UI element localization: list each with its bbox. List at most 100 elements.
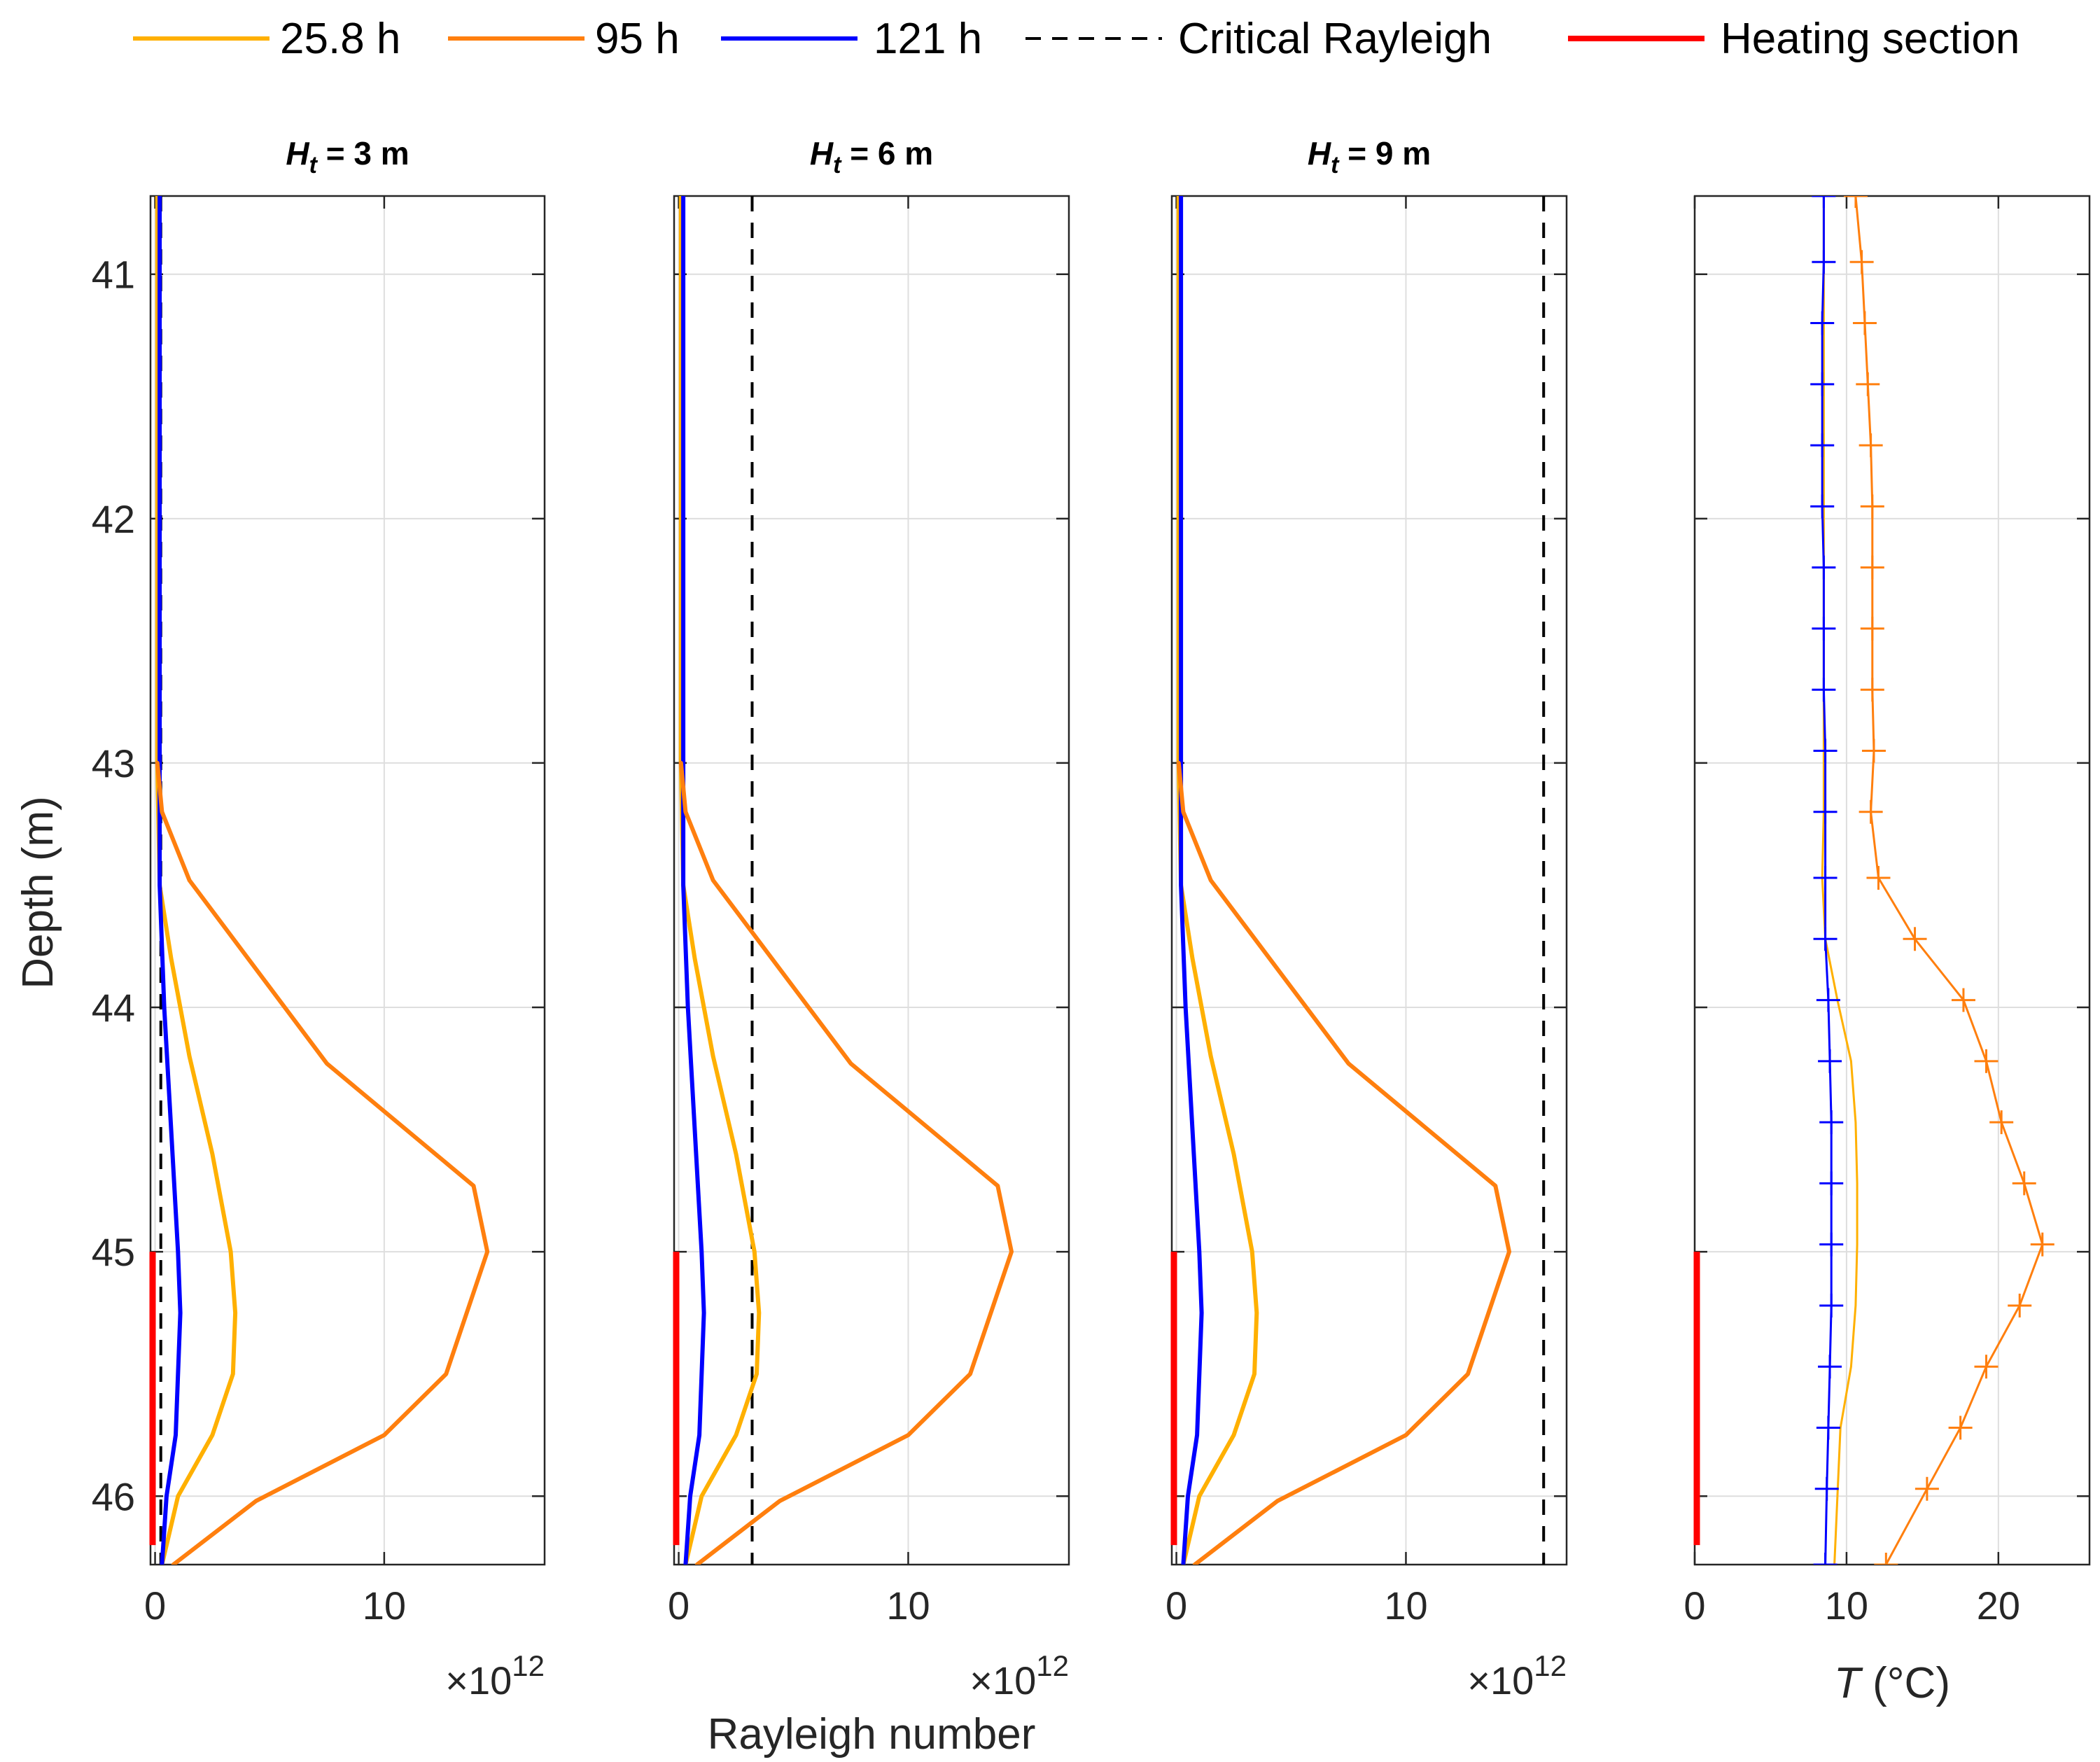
x-axis-label-rayleigh: Rayleigh number bbox=[708, 1710, 1036, 1758]
data-marker-121-h bbox=[1810, 311, 1835, 335]
legend-label-heating-section: Heating section bbox=[1721, 15, 2019, 63]
legend-entry-95h: 95 h bbox=[448, 15, 680, 63]
data-marker-121-h bbox=[1819, 1171, 1844, 1196]
series-line-25-8-h bbox=[1176, 196, 1259, 1565]
data-marker-121-h bbox=[1813, 927, 1837, 951]
data-marker-121-h bbox=[1810, 433, 1835, 458]
series-line-121-h bbox=[681, 196, 706, 1565]
panel-title-subscript: t bbox=[309, 152, 318, 179]
data-marker-121-h bbox=[1819, 1232, 1844, 1257]
panel-title-symbol: H bbox=[1308, 135, 1331, 172]
x-exponent-power: 12 bbox=[1534, 1649, 1567, 1682]
x-exponent-power: 12 bbox=[512, 1649, 545, 1682]
panel-2: 0 10 ×1012 Ht = 6 m bbox=[668, 135, 1070, 1702]
series-line-121-h bbox=[158, 196, 183, 1565]
x-tick-label: 10 bbox=[1384, 1583, 1427, 1628]
plot-area bbox=[1810, 196, 2054, 1565]
data-marker-95-h bbox=[1860, 555, 1884, 580]
data-marker-121-h bbox=[1813, 866, 1837, 890]
data-marker-95-h bbox=[1849, 250, 1874, 274]
data-marker-121-h bbox=[1812, 555, 1836, 580]
legend-entry-critical-rayleigh: Critical Rayleigh bbox=[1026, 15, 1492, 63]
data-marker-95-h bbox=[1903, 927, 1927, 951]
panel-4: 0 10 20 T (°C) bbox=[1684, 195, 2091, 1707]
data-marker-121-h bbox=[1818, 1355, 1842, 1379]
data-marker-121-h bbox=[1816, 988, 1840, 1012]
data-marker-121-h bbox=[1812, 616, 1836, 641]
plot-frame bbox=[1170, 195, 1568, 1566]
series-line-95-h bbox=[1854, 196, 2044, 1565]
data-marker-95-h bbox=[1874, 1553, 1898, 1565]
legend-label-121h: 121 h bbox=[874, 15, 982, 63]
panel-title: Ht = 6 m bbox=[810, 135, 933, 179]
plot-frame bbox=[1693, 195, 2091, 1566]
panel-title-rest: = 9 m bbox=[1338, 135, 1431, 172]
panel-title: Ht = 3 m bbox=[286, 135, 409, 179]
data-marker-95-h bbox=[1858, 433, 1883, 458]
plot-area bbox=[1176, 196, 1546, 1565]
x-exponent-base: ×10 bbox=[1467, 1658, 1534, 1702]
data-marker-121-h bbox=[1814, 1476, 1839, 1501]
legend-label-25-8h: 25.8 h bbox=[280, 15, 400, 63]
data-marker-121-h bbox=[1810, 494, 1835, 519]
x-tick-label: 0 bbox=[1684, 1583, 1705, 1628]
data-marker-95-h bbox=[1860, 678, 1884, 702]
data-marker-95-h bbox=[2030, 1232, 2054, 1257]
series-line-95-h bbox=[678, 760, 1014, 1565]
data-marker-121-h bbox=[1813, 1553, 1837, 1565]
y-axis-label: Depth (m) bbox=[14, 796, 62, 989]
plot-frame bbox=[673, 195, 1070, 1566]
legend: 25.8 h 95 h 121 h Critical Rayleigh Heat… bbox=[133, 15, 2019, 63]
x-exponent-power: 12 bbox=[1036, 1649, 1069, 1682]
x-tick-label: 10 bbox=[363, 1583, 406, 1628]
data-marker-95-h bbox=[1866, 866, 1891, 890]
data-marker-95-h bbox=[1914, 1476, 1939, 1501]
data-marker-95-h bbox=[1856, 372, 1880, 396]
x-tick-label: 10 bbox=[886, 1583, 930, 1628]
x-exponent-label: ×1012 bbox=[1467, 1649, 1567, 1702]
panel-title-subscript: t bbox=[833, 152, 842, 179]
data-marker-95-h bbox=[2008, 1293, 2032, 1317]
series-line-121-h bbox=[1179, 196, 1204, 1565]
legend-entry-121h: 121 h bbox=[721, 15, 982, 63]
data-marker-95-h bbox=[1860, 616, 1884, 641]
data-marker-121-h bbox=[1818, 1049, 1842, 1073]
x-tick-label: 0 bbox=[144, 1583, 166, 1628]
data-marker-95-h bbox=[2012, 1171, 2036, 1196]
series-line-25-8-h bbox=[155, 196, 238, 1565]
data-marker-121-h bbox=[1813, 739, 1837, 763]
data-marker-95-h bbox=[1858, 799, 1883, 824]
data-marker-121-h bbox=[1819, 1110, 1844, 1135]
y-tick-label: 45 bbox=[92, 1230, 135, 1274]
plot-area bbox=[155, 196, 490, 1565]
panel-title-symbol: H bbox=[286, 135, 309, 172]
panel-title-rest: = 6 m bbox=[841, 135, 933, 172]
data-marker-95-h bbox=[1843, 196, 1868, 208]
y-tick-label: 42 bbox=[92, 497, 135, 541]
legend-entry-heating-section: Heating section bbox=[1568, 15, 2019, 63]
series-line-25-8-h bbox=[1821, 196, 1858, 1565]
x-exponent-base: ×10 bbox=[445, 1658, 512, 1702]
data-marker-95-h bbox=[1989, 1110, 2014, 1135]
data-marker-121-h bbox=[1819, 1293, 1844, 1317]
legend-label-critical-rayleigh: Critical Rayleigh bbox=[1178, 15, 1492, 63]
data-marker-95-h bbox=[1951, 988, 1975, 1012]
series-line-95-h bbox=[1176, 760, 1511, 1565]
panel-title-rest: = 3 m bbox=[317, 135, 410, 172]
x-exponent-base: ×10 bbox=[969, 1658, 1036, 1702]
data-marker-95-h bbox=[1852, 311, 1877, 335]
y-tick-label: 44 bbox=[92, 986, 135, 1030]
series-line-25-8-h bbox=[678, 196, 762, 1565]
panel-title-subscript: t bbox=[1331, 152, 1340, 179]
plot-area bbox=[678, 196, 1014, 1565]
x-exponent-label: ×1012 bbox=[445, 1649, 545, 1702]
data-marker-95-h bbox=[1974, 1049, 1998, 1073]
legend-label-95h: 95 h bbox=[595, 15, 680, 63]
data-marker-95-h bbox=[1860, 494, 1884, 519]
x-axis-label-temperature-symbol: T bbox=[1834, 1659, 1863, 1707]
x-exponent-label: ×1012 bbox=[969, 1649, 1069, 1702]
y-tick-label: 43 bbox=[92, 741, 135, 785]
x-tick-label: 0 bbox=[668, 1583, 690, 1628]
